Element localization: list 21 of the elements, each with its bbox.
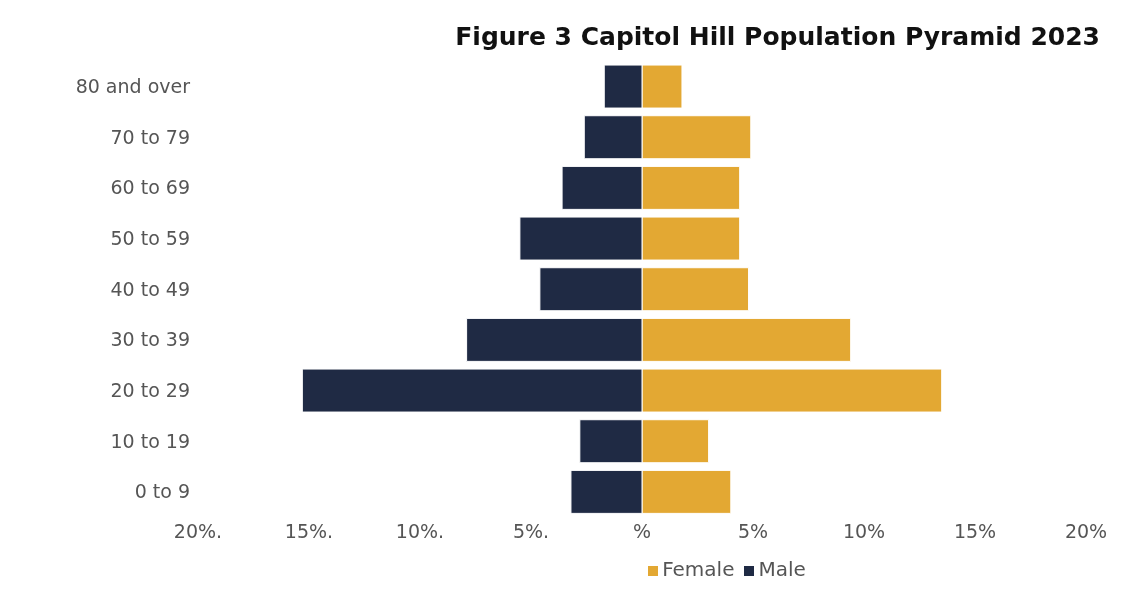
y-tick-label: 10 to 19 — [110, 429, 190, 452]
y-tick-label: 30 to 39 — [110, 328, 190, 351]
x-tick-label: 10% — [842, 520, 886, 543]
y-tick-label: 80 and over — [75, 75, 191, 98]
x-tick-label: 5%. — [512, 520, 550, 543]
y-tick-label: 50 to 59 — [110, 227, 190, 250]
x-tick-label: 15% — [953, 520, 997, 543]
y-tick-label: 40 to 49 — [110, 277, 190, 300]
x-tick-label: 5% — [737, 520, 769, 543]
x-tick-label: 15%. — [284, 520, 334, 543]
x-tick-label: 10%. — [395, 520, 445, 543]
x-tick-label: 20%. — [173, 520, 223, 543]
y-tick-label: 20 to 29 — [110, 379, 190, 402]
y-tick-label: 70 to 79 — [110, 125, 190, 148]
legend-label: Male — [758, 557, 806, 581]
x-tick-label: % — [632, 520, 652, 543]
chart-title: Figure 3 Capitol Hill Population Pyramid 2023 — [454, 21, 1101, 51]
x-tick-label: 20% — [1064, 520, 1108, 543]
y-tick-label: 60 to 69 — [110, 176, 190, 199]
y-tick-label: 0 to 9 — [134, 480, 190, 503]
legend-label: Female — [662, 557, 735, 581]
